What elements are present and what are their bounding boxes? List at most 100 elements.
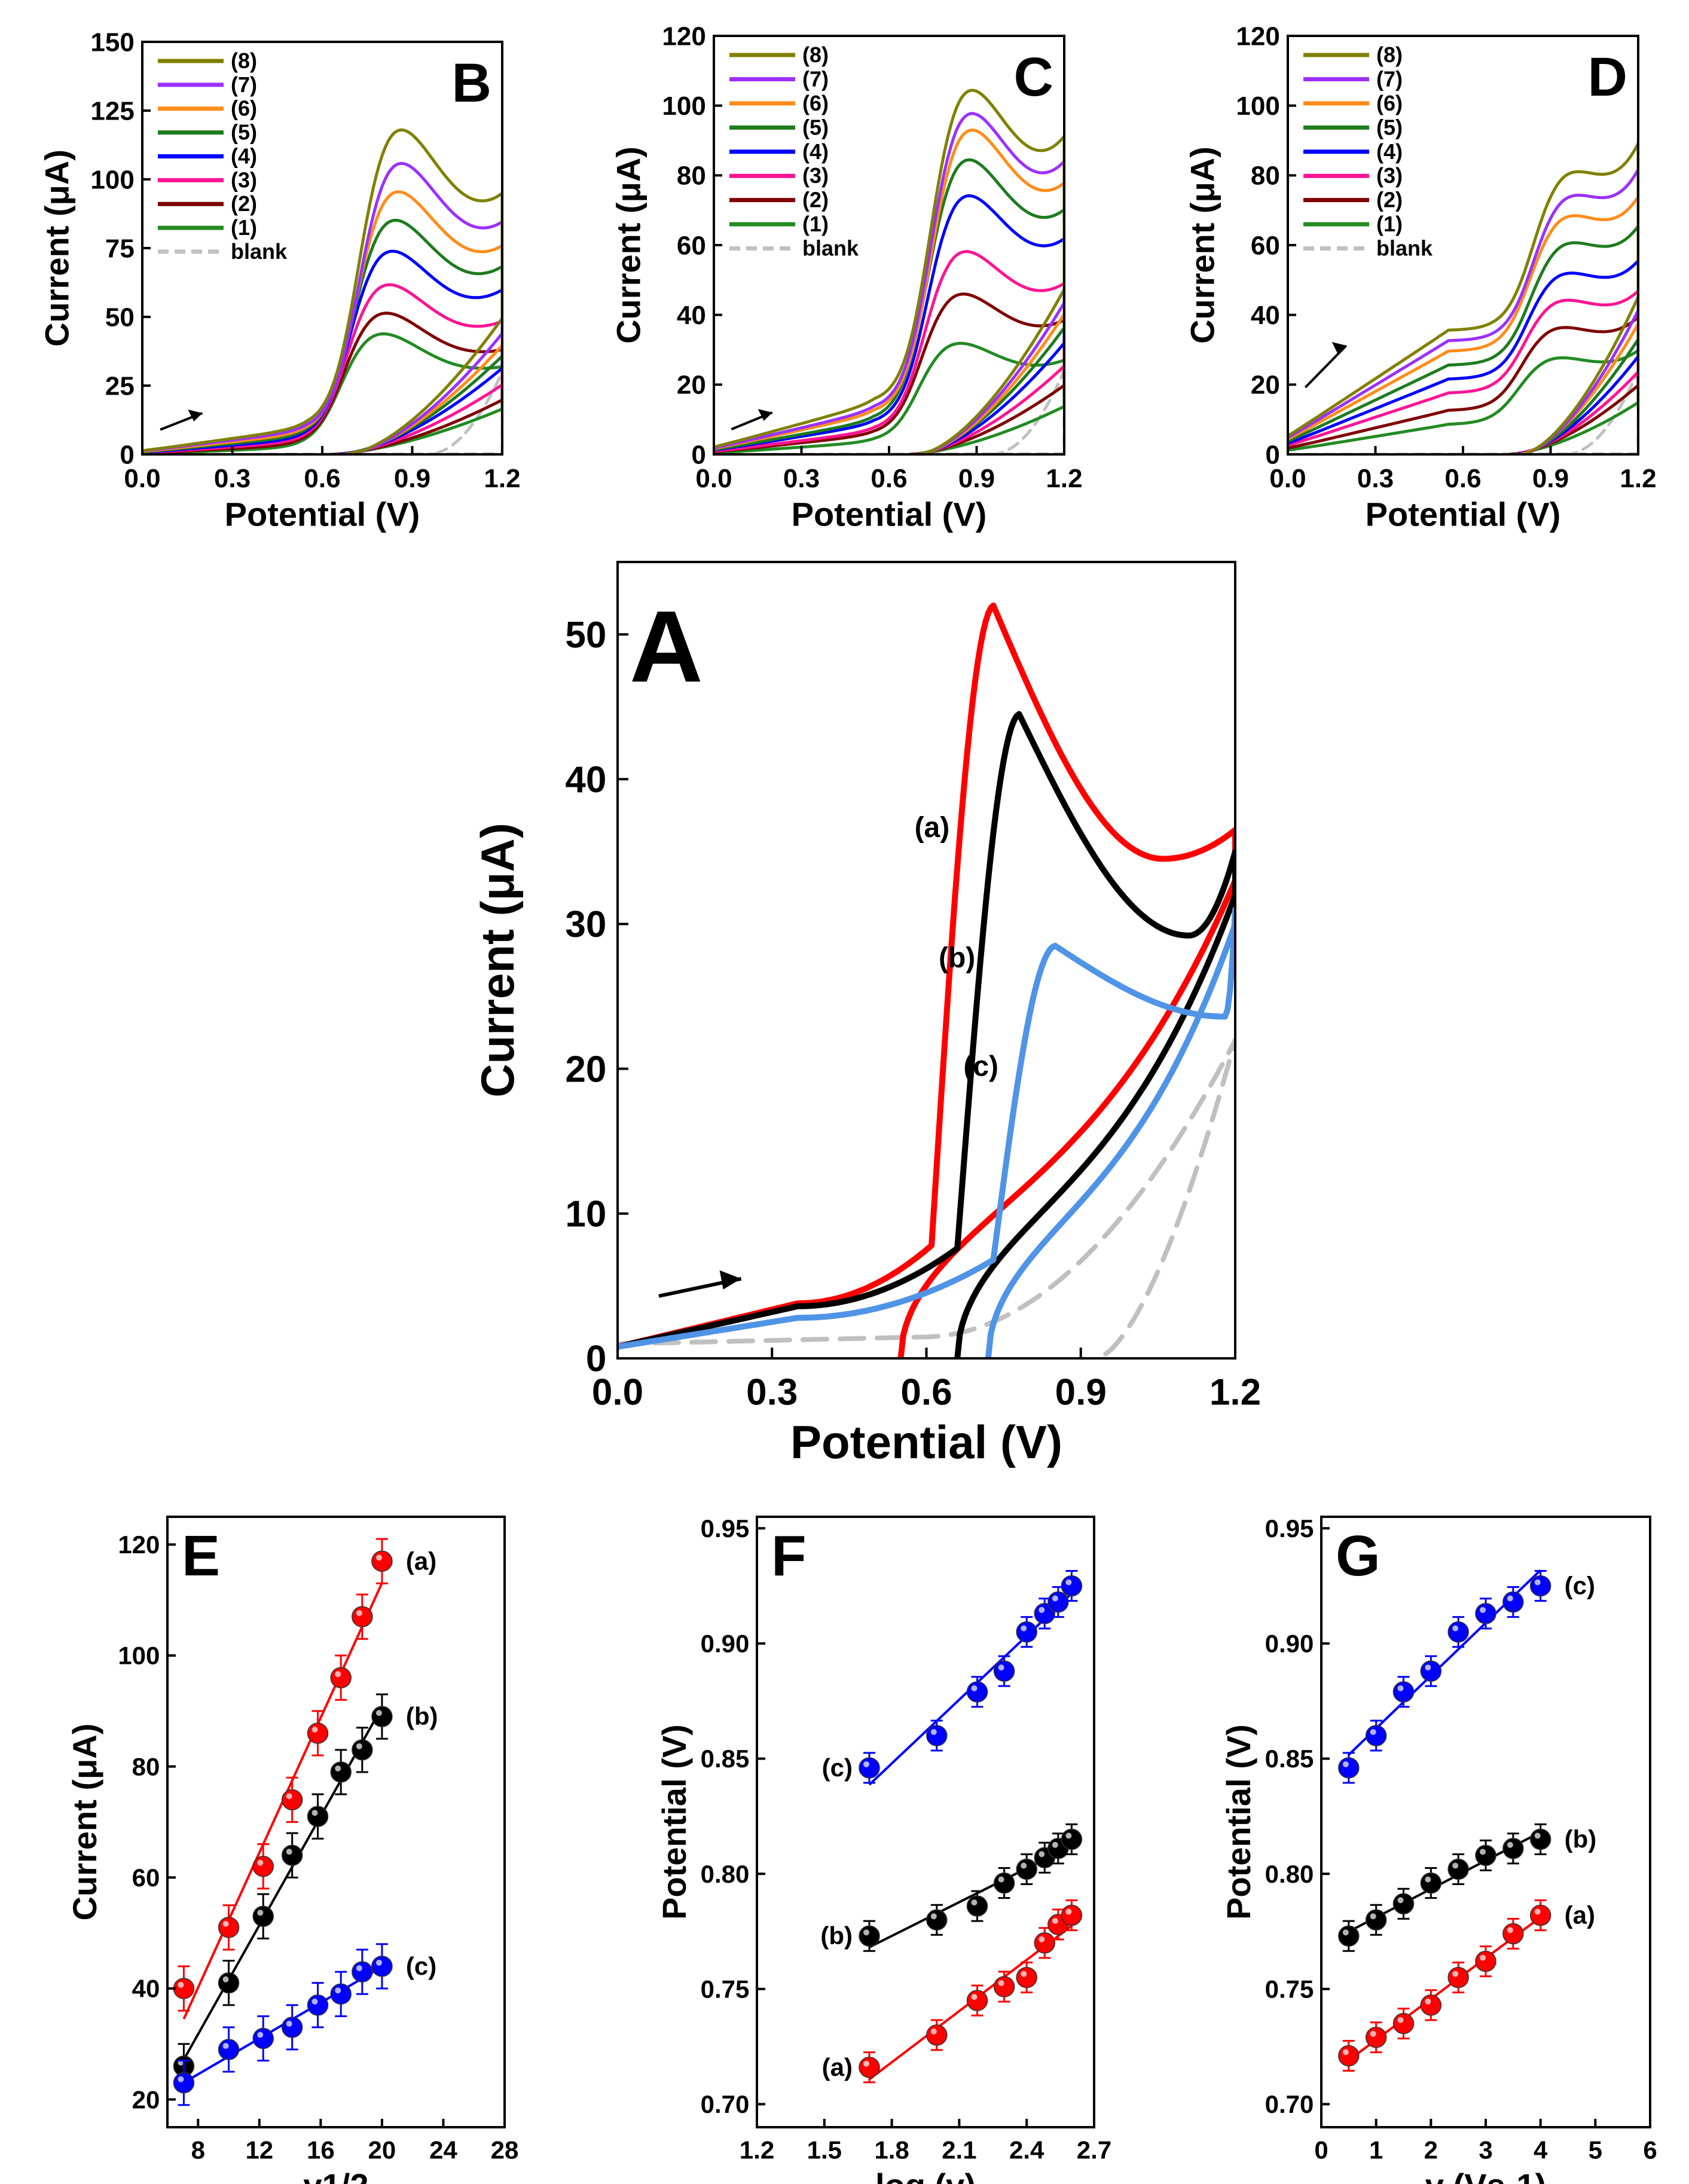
data-point-highlight bbox=[998, 1980, 1004, 1986]
cv-curve-c bbox=[618, 906, 1235, 1358]
data-point bbox=[218, 1972, 240, 1994]
y-tick-label: 100 bbox=[1236, 91, 1279, 121]
cv-curve-2 bbox=[1288, 315, 1638, 454]
data-point-highlight bbox=[930, 1729, 937, 1736]
data-point bbox=[352, 1739, 373, 1761]
data-point-highlight bbox=[356, 1610, 362, 1617]
x-tick-label: 1.2 bbox=[1046, 464, 1082, 493]
plot-area bbox=[618, 602, 1235, 1358]
y-tick-label: 0.75 bbox=[1265, 1975, 1314, 2003]
data-point bbox=[1529, 1575, 1551, 1597]
data-point-highlight bbox=[1370, 1913, 1376, 1920]
data-point-highlight bbox=[930, 2028, 937, 2035]
data-point bbox=[352, 1961, 373, 1983]
data-point-highlight bbox=[286, 1849, 292, 1855]
data-point bbox=[926, 1909, 948, 1931]
legend-label: blank bbox=[1376, 236, 1433, 261]
y-tick-label: 0.95 bbox=[701, 1514, 750, 1542]
data-point bbox=[1502, 1591, 1524, 1613]
y-tick-label: 25 bbox=[105, 371, 135, 401]
data-point-highlight bbox=[1452, 1625, 1459, 1632]
y-tick-label: 80 bbox=[132, 1752, 160, 1780]
cv-curve-3 bbox=[1288, 289, 1638, 454]
x-tick-label: 0.9 bbox=[394, 464, 430, 493]
y-tick-label: 120 bbox=[118, 1531, 160, 1559]
x-axis-label: v1/2 bbox=[304, 2167, 369, 2184]
legend-label: (5) bbox=[231, 120, 257, 145]
legend-label: (2) bbox=[802, 188, 829, 212]
y-tick-label: 20 bbox=[132, 2085, 160, 2113]
plot-frame bbox=[166, 1516, 506, 2128]
x-tick-label: 0.3 bbox=[214, 464, 251, 493]
data-point-highlight bbox=[1534, 1579, 1541, 1586]
data-point bbox=[352, 1606, 373, 1627]
data-point bbox=[173, 2072, 195, 2094]
data-point bbox=[1475, 1603, 1496, 1624]
data-point bbox=[993, 1660, 1015, 1682]
legend-label: blank bbox=[231, 239, 288, 264]
series-label: (c) bbox=[406, 1952, 436, 1980]
y-tick-label: 75 bbox=[105, 234, 135, 263]
y-tick-label: 100 bbox=[662, 91, 705, 121]
x-tick-label: 1.2 bbox=[740, 2136, 774, 2164]
data-point-highlight bbox=[1507, 1595, 1513, 1602]
cv-curve-6 bbox=[1288, 195, 1638, 454]
data-point bbox=[1475, 1844, 1496, 1867]
data-point bbox=[1502, 1838, 1524, 1859]
data-point-highlight bbox=[1065, 1832, 1072, 1839]
panel-letter: A bbox=[630, 590, 703, 704]
data-point-highlight bbox=[1507, 1927, 1513, 1933]
panel-a: 0.0 0.3 0.6 0.9 1.2 0 10 20 30 40 50 Potential (V) C… bbox=[471, 561, 1261, 1468]
data-point bbox=[1338, 1757, 1360, 1779]
series-label: (a) bbox=[406, 1547, 436, 1575]
y-tick-label: 20 bbox=[565, 1049, 606, 1090]
y-tick-label: 100 bbox=[90, 165, 134, 194]
panel-f: 1.2 1.5 1.8 2.1 2.4 2.7 0.70 0.75 0.80 0.85 0.90 0.… bbox=[655, 1514, 1111, 2184]
y-axis-label: Current (μA) bbox=[66, 1724, 103, 1921]
y-axis-label: Potential (V) bbox=[655, 1724, 693, 1920]
legend-label: (7) bbox=[1376, 66, 1403, 91]
y-tick-label: 0.80 bbox=[701, 1860, 750, 1888]
legend-label: (3) bbox=[802, 163, 829, 188]
legend-label: (6) bbox=[231, 96, 257, 121]
data-point-highlight bbox=[1052, 1841, 1058, 1848]
data-point-highlight bbox=[1397, 1897, 1404, 1904]
legend-label: (4) bbox=[802, 139, 829, 164]
x-tick-label: 1.2 bbox=[484, 464, 520, 493]
data-point bbox=[252, 1856, 274, 1877]
data-point bbox=[1420, 1660, 1442, 1682]
cv-curve-6 bbox=[714, 129, 1064, 454]
data-point bbox=[1061, 1575, 1083, 1597]
data-point bbox=[307, 1806, 329, 1827]
series-label: (a) bbox=[1565, 1901, 1595, 1929]
curve-annotation: (c) bbox=[963, 1051, 998, 1083]
cv-curve-8 bbox=[714, 88, 1064, 454]
scan-arrowhead-icon bbox=[1331, 342, 1346, 354]
y-tick-label: 0.70 bbox=[701, 2090, 750, 2118]
y-tick-label: 60 bbox=[132, 1864, 160, 1892]
data-point-highlight bbox=[863, 1761, 869, 1767]
y-tick-label: 0 bbox=[691, 440, 705, 469]
plot-area bbox=[173, 1538, 393, 2106]
data-point bbox=[993, 1872, 1015, 1894]
data-point-highlight bbox=[1534, 1908, 1541, 1915]
data-point bbox=[1338, 2045, 1360, 2067]
x-tick-label: 0.0 bbox=[1269, 464, 1306, 493]
data-point bbox=[1392, 2012, 1415, 2035]
legend-label: (6) bbox=[802, 91, 829, 115]
data-point bbox=[330, 1761, 352, 1783]
series-label: (c) bbox=[1565, 1572, 1595, 1600]
data-point bbox=[371, 1706, 393, 1727]
panel-g: 0 1 2 3 4 5 6 0.70 0.75 0.80 0.85 0.90 0.95 v (Vs-1) P… bbox=[1220, 1514, 1657, 2184]
x-tick-label: 0.6 bbox=[304, 464, 340, 493]
y-tick-label: 0.85 bbox=[1265, 1745, 1314, 1773]
data-point-highlight bbox=[375, 1554, 382, 1561]
data-point-highlight bbox=[863, 1929, 869, 1936]
legend-label: (3) bbox=[1376, 163, 1403, 188]
series-label: (b) bbox=[820, 1922, 853, 1950]
data-point-highlight bbox=[335, 1671, 341, 1678]
y-tick-label: 100 bbox=[118, 1642, 160, 1670]
data-point-highlight bbox=[222, 1976, 229, 1983]
cv-curve-1 bbox=[1288, 349, 1638, 454]
x-axis-label: Potential (V) bbox=[790, 1416, 1062, 1468]
